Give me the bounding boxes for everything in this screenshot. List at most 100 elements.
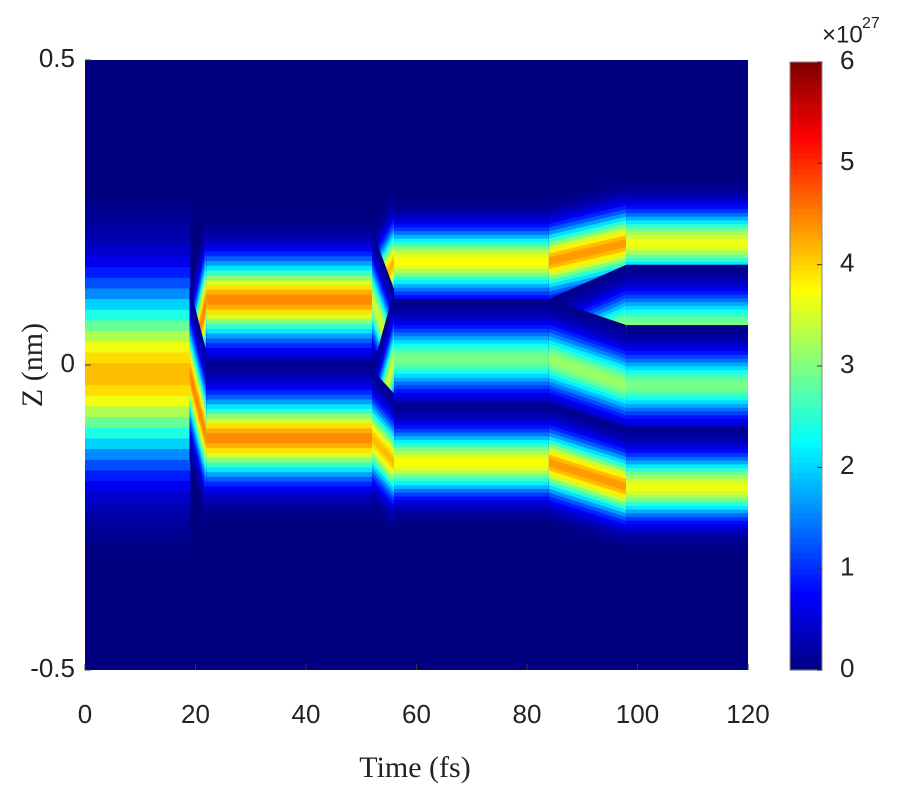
- colorbar-slice: [790, 143, 822, 149]
- colorbar-slice: [790, 259, 822, 266]
- colorbar-slice: [790, 244, 822, 251]
- colorbar-slice: [790, 72, 822, 78]
- colorbar-slice: [790, 659, 822, 666]
- colorbar-slice: [790, 406, 822, 413]
- colorbar-slice: [790, 138, 822, 144]
- colorbar-slice: [790, 381, 822, 387]
- colorbar-slice: [790, 649, 822, 656]
- colorbar-slice: [790, 92, 822, 99]
- colorbar-slice: [790, 452, 822, 458]
- colorbar-slice: [790, 229, 822, 235]
- colorbar-slice: [790, 588, 822, 595]
- heatmap: [85, 182, 748, 548]
- colorbar-slice: [790, 163, 822, 169]
- colorbar-slice: [790, 112, 822, 119]
- colorbar-slice: [790, 87, 822, 93]
- colorbar-slice: [790, 203, 822, 210]
- colorbar-tick-label: 2: [840, 450, 854, 480]
- colorbar-slice: [790, 355, 822, 362]
- colorbar-slice: [790, 279, 822, 286]
- band: [85, 203, 191, 546]
- colorbar-slice: [790, 497, 822, 504]
- colorbar-slice: [790, 127, 822, 134]
- x-tick-label: 100: [616, 699, 659, 729]
- colorbar-tick-label: 1: [840, 552, 854, 582]
- colorbar-slice: [790, 528, 822, 534]
- band: [548, 298, 627, 446]
- colorbar-slice: [790, 492, 822, 499]
- x-tick-label: 0: [78, 699, 92, 729]
- colorbar-slice: [790, 431, 822, 438]
- band: [626, 325, 748, 446]
- x-axis-label: Time (fs): [359, 751, 470, 784]
- colorbar-slice: [790, 77, 822, 83]
- colorbar-slice: [790, 543, 822, 549]
- colorbar-slice: [790, 371, 822, 377]
- colorbar-slice: [790, 290, 822, 296]
- colorbar-slice: [790, 193, 822, 200]
- colorbar-slice: [790, 573, 822, 580]
- colorbar-slice: [790, 558, 822, 565]
- colorbar-slice: [790, 320, 822, 327]
- colorbar-slice: [790, 472, 822, 479]
- colorbar-slice: [790, 391, 822, 397]
- colorbar-slice: [790, 330, 822, 337]
- colorbar-slice: [790, 62, 822, 68]
- colorbar-slice: [790, 269, 822, 276]
- colorbar-tick-label: 0: [840, 653, 854, 683]
- colorbar-slice: [790, 416, 822, 423]
- colorbar-slice: [790, 315, 822, 321]
- colorbar-slice: [790, 107, 822, 114]
- colorbar-slice: [790, 376, 822, 382]
- colorbar-slice: [790, 219, 822, 225]
- colorbar-slice: [790, 421, 822, 428]
- colorbar-slice: [790, 208, 822, 215]
- colorbar-slice: [790, 401, 822, 408]
- colorbar-slice: [790, 345, 822, 352]
- colorbar-slice: [790, 457, 822, 463]
- colorbar-slice: [790, 214, 822, 220]
- colorbar-slice: [790, 183, 822, 190]
- colorbar-slice: [790, 234, 822, 240]
- y-tick-label: -0.5: [30, 653, 75, 683]
- colorbar-slice: [790, 654, 822, 661]
- colorbar-slice: [790, 644, 822, 651]
- colorbar-slice: [790, 158, 822, 164]
- x-tick-label: 40: [292, 699, 321, 729]
- colorbar-slice: [790, 224, 822, 230]
- colorbar-slice: [790, 178, 822, 185]
- band: [394, 201, 550, 322]
- colorbar-slice: [790, 609, 822, 615]
- colorbar-slice: [790, 82, 822, 88]
- colorbar-slice: [790, 436, 822, 443]
- colorbar-slice: [790, 482, 822, 489]
- colorbar-multiplier: ×10: [822, 21, 863, 48]
- colorbar-slice: [790, 624, 822, 631]
- colorbar-slice: [790, 553, 822, 560]
- colorbar-slice: [790, 117, 822, 124]
- colorbar-slice: [790, 538, 822, 544]
- band: [394, 402, 550, 523]
- colorbar-exponent: 27: [862, 15, 880, 32]
- band: [548, 402, 627, 548]
- colorbar-slice: [790, 97, 822, 104]
- colorbar-slice: [790, 264, 822, 271]
- x-tick-label: 120: [726, 699, 769, 729]
- band: [626, 426, 748, 548]
- colorbar-slice: [790, 168, 822, 175]
- y-tick-label: 0: [61, 348, 75, 378]
- colorbar-slice: [790, 411, 822, 418]
- x-tick-label: 60: [402, 699, 431, 729]
- band: [394, 298, 550, 419]
- colorbar-slice: [790, 518, 822, 524]
- colorbar-slice: [790, 188, 822, 195]
- colorbar-slice: [790, 153, 822, 159]
- band: [206, 222, 373, 377]
- colorbar-slice: [790, 198, 822, 205]
- colorbar-slice: [790, 335, 822, 342]
- colorbar-slice: [790, 502, 822, 509]
- colorbar-slice: [790, 447, 822, 453]
- colorbar-slice: [790, 310, 822, 316]
